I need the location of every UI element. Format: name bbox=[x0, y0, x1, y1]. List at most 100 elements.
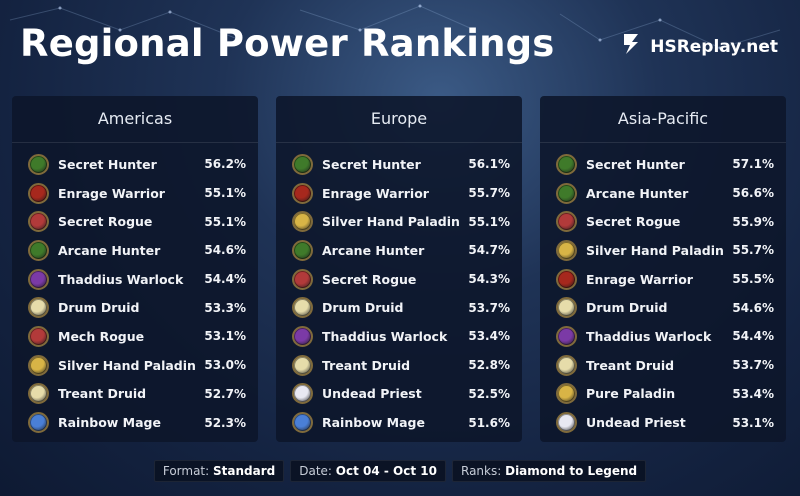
deck-winrate: 54.7% bbox=[468, 243, 510, 258]
warlock-class-icon bbox=[556, 325, 577, 347]
deck-winrate: 55.5% bbox=[732, 272, 774, 287]
deck-row[interactable]: Secret Hunter 56.1% bbox=[276, 150, 522, 179]
deck-row[interactable]: Secret Rogue 54.3% bbox=[276, 265, 522, 294]
deck-row[interactable]: Enrage Warrior 55.7% bbox=[276, 179, 522, 208]
deck-row[interactable]: Secret Rogue 55.9% bbox=[540, 207, 786, 236]
deck-winrate: 55.7% bbox=[468, 186, 510, 201]
deck-row[interactable]: Enrage Warrior 55.1% bbox=[12, 179, 258, 208]
deck-row[interactable]: Drum Druid 53.7% bbox=[276, 293, 522, 322]
deck-row[interactable]: Treant Druid 52.7% bbox=[12, 380, 258, 409]
deck-winrate: 55.1% bbox=[204, 214, 246, 229]
deck-row[interactable]: Secret Hunter 57.1% bbox=[540, 150, 786, 179]
brand-logo[interactable]: HSReplay.net bbox=[618, 31, 778, 62]
deck-winrate: 52.3% bbox=[204, 415, 246, 430]
deck-winrate: 52.8% bbox=[468, 358, 510, 373]
deck-list: Secret Hunter 57.1% Arcane Hunter 56.6% Secr… bbox=[540, 143, 786, 437]
deck-row[interactable]: Arcane Hunter 54.6% bbox=[12, 236, 258, 265]
deck-winrate: 54.6% bbox=[204, 243, 246, 258]
deck-list: Secret Hunter 56.2% Enrage Warrior 55.1% Sec… bbox=[12, 143, 258, 437]
deck-row[interactable]: Rainbow Mage 51.6% bbox=[276, 408, 522, 437]
deck-row[interactable]: Drum Druid 54.6% bbox=[540, 293, 786, 322]
deck-name: Drum Druid bbox=[58, 300, 140, 316]
paladin-class-icon bbox=[292, 211, 313, 233]
filter-bar: Format: Standard Date: Oct 04 - Oct 10 R… bbox=[0, 460, 800, 482]
deck-name: Treant Druid bbox=[586, 357, 675, 373]
deck-winrate: 55.1% bbox=[204, 186, 246, 201]
date-filter: Date: Oct 04 - Oct 10 bbox=[290, 460, 446, 482]
deck-name: Drum Druid bbox=[322, 300, 404, 316]
deck-row[interactable]: Mech Rogue 53.1% bbox=[12, 322, 258, 351]
deck-row[interactable]: Secret Hunter 56.2% bbox=[12, 150, 258, 179]
region-title: Americas bbox=[12, 96, 258, 143]
deck-winrate: 55.1% bbox=[468, 214, 510, 229]
deck-row[interactable]: Pure Paladin 53.4% bbox=[540, 380, 786, 409]
deck-row[interactable]: Treant Druid 52.8% bbox=[276, 351, 522, 380]
deck-name: Arcane Hunter bbox=[58, 242, 161, 258]
deck-name: Treant Druid bbox=[58, 386, 147, 402]
druid-class-icon bbox=[556, 354, 577, 376]
deck-name: Secret Rogue bbox=[322, 271, 417, 287]
rogue-class-icon bbox=[556, 211, 577, 233]
ranks-filter: Ranks: Diamond to Legend bbox=[452, 460, 647, 482]
deck-row[interactable]: Arcane Hunter 54.7% bbox=[276, 236, 522, 265]
rogue-class-icon bbox=[28, 211, 49, 233]
deck-row[interactable]: Treant Druid 53.7% bbox=[540, 351, 786, 380]
deck-name: Rainbow Mage bbox=[322, 415, 425, 431]
deck-winrate: 55.9% bbox=[732, 214, 774, 229]
page-title: Regional Power Rankings bbox=[20, 22, 555, 65]
deck-row[interactable]: Enrage Warrior 55.5% bbox=[540, 265, 786, 294]
deck-row[interactable]: Thaddius Warlock 54.4% bbox=[540, 322, 786, 351]
deck-winrate: 53.7% bbox=[468, 300, 510, 315]
hunter-class-icon bbox=[556, 153, 577, 175]
warrior-class-icon bbox=[28, 182, 49, 204]
deck-row[interactable]: Thaddius Warlock 54.4% bbox=[12, 265, 258, 294]
paladin-class-icon bbox=[556, 383, 577, 405]
format-filter: Format: Standard bbox=[153, 460, 285, 482]
druid-class-icon bbox=[292, 354, 313, 376]
deck-winrate: 54.4% bbox=[732, 329, 774, 344]
region-panel-europe: Europe Secret Hunter 56.1% Enrage Warrior 55… bbox=[276, 96, 522, 442]
deck-row[interactable]: Drum Druid 53.3% bbox=[12, 293, 258, 322]
deck-name: Drum Druid bbox=[586, 300, 668, 316]
deck-name: Secret Hunter bbox=[586, 156, 685, 172]
deck-row[interactable]: Silver Hand Paladin 55.1% bbox=[276, 207, 522, 236]
druid-class-icon bbox=[292, 297, 313, 319]
deck-row[interactable]: Undead Priest 53.1% bbox=[540, 408, 786, 437]
deck-name: Enrage Warrior bbox=[322, 185, 429, 201]
deck-row[interactable]: Secret Rogue 55.1% bbox=[12, 207, 258, 236]
deck-name: Thaddius Warlock bbox=[322, 328, 448, 344]
deck-row[interactable]: Silver Hand Paladin 55.7% bbox=[540, 236, 786, 265]
warlock-class-icon bbox=[292, 325, 313, 347]
druid-class-icon bbox=[556, 297, 577, 319]
deck-name: Undead Priest bbox=[322, 386, 422, 402]
mage-class-icon bbox=[292, 412, 313, 434]
deck-name: Enrage Warrior bbox=[586, 271, 693, 287]
deck-name: Thaddius Warlock bbox=[58, 271, 184, 287]
deck-row[interactable]: Undead Priest 52.5% bbox=[276, 380, 522, 409]
deck-row[interactable]: Silver Hand Paladin 53.0% bbox=[12, 351, 258, 380]
deck-name: Secret Hunter bbox=[322, 156, 421, 172]
deck-name: Thaddius Warlock bbox=[586, 328, 712, 344]
deck-winrate: 54.6% bbox=[732, 300, 774, 315]
deck-name: Secret Rogue bbox=[586, 214, 681, 230]
deck-name: Undead Priest bbox=[586, 415, 686, 431]
deck-winrate: 55.7% bbox=[732, 243, 774, 258]
deck-row[interactable]: Arcane Hunter 56.6% bbox=[540, 179, 786, 208]
deck-name: Silver Hand Paladin bbox=[58, 357, 196, 373]
deck-winrate: 53.1% bbox=[732, 415, 774, 430]
deck-winrate: 53.3% bbox=[204, 300, 246, 315]
deck-name: Rainbow Mage bbox=[58, 415, 161, 431]
priest-class-icon bbox=[292, 383, 313, 405]
deck-row[interactable]: Rainbow Mage 52.3% bbox=[12, 408, 258, 437]
warrior-class-icon bbox=[556, 268, 577, 290]
hunter-class-icon bbox=[28, 153, 49, 175]
brand-name: HSReplay.net bbox=[650, 36, 778, 57]
paladin-class-icon bbox=[556, 239, 577, 261]
deck-name: Arcane Hunter bbox=[586, 185, 689, 201]
deck-row[interactable]: Thaddius Warlock 53.4% bbox=[276, 322, 522, 351]
deck-name: Secret Rogue bbox=[58, 214, 153, 230]
warrior-class-icon bbox=[292, 182, 313, 204]
deck-winrate: 52.5% bbox=[468, 386, 510, 401]
deck-winrate: 52.7% bbox=[204, 386, 246, 401]
deck-name: Secret Hunter bbox=[58, 156, 157, 172]
